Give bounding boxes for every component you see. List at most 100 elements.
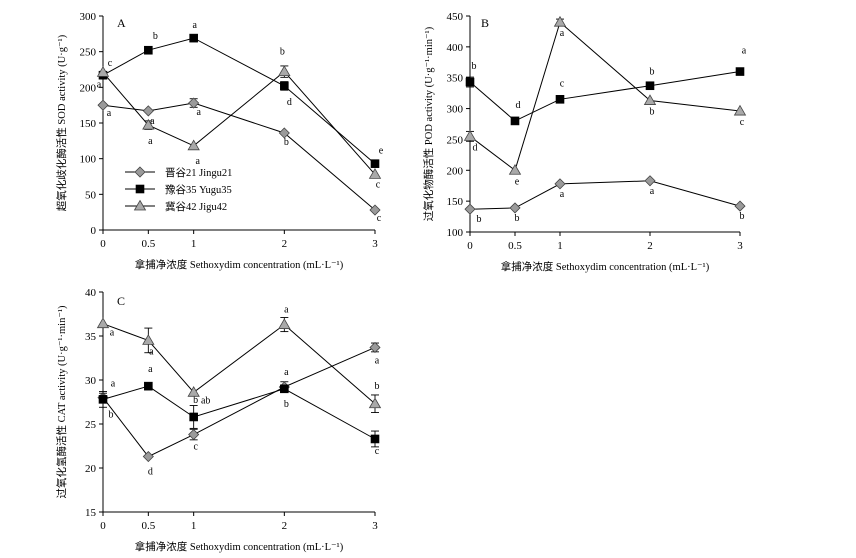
significance-label: a <box>111 378 116 389</box>
significance-label: ab <box>201 395 210 406</box>
significance-label: b <box>650 67 655 78</box>
y-tick-label: 25 <box>85 419 97 431</box>
data-point <box>734 200 746 212</box>
y-tick-label: 300 <box>447 104 464 116</box>
data-point <box>278 65 291 77</box>
series-line <box>102 323 376 405</box>
data-point <box>280 81 289 91</box>
significance-label: a <box>284 305 289 316</box>
data-point <box>509 202 521 214</box>
significance-label: c <box>560 78 565 89</box>
panel-a: 0 50 100 150 200 250 300 0 0.5 1 2 3 拿捕净浓度 Sethoxydi… <box>55 11 384 271</box>
significance-label: a <box>284 367 289 378</box>
x-tick-label: 3 <box>372 520 378 532</box>
significance-label: a <box>196 107 201 118</box>
significance-label: c <box>376 179 381 190</box>
x-tick-label: 2 <box>282 520 288 532</box>
y-tick-label: 0 <box>91 225 97 237</box>
significance-label: e <box>515 176 520 187</box>
x-tick-label: 0.5 <box>141 238 155 250</box>
x-axis-title: 拿捕净浓度 Sethoxydim concentration (mL·L⁻¹) <box>135 540 344 553</box>
data-point <box>644 175 656 187</box>
significance-label: b <box>650 107 655 118</box>
series-line <box>469 21 741 172</box>
panel-label: A <box>117 16 126 30</box>
legend-marker-triangle <box>133 199 147 211</box>
y-tick-label: 350 <box>447 73 464 85</box>
significance-label: b <box>193 395 198 406</box>
y-tick-label: 250 <box>447 134 464 146</box>
significance-label: a <box>97 79 102 90</box>
y-axis-title: 过氧化氢酶活性 CAT activity (U·g⁻¹·min⁻¹) <box>55 305 68 499</box>
data-point <box>369 204 381 216</box>
data-point <box>278 318 291 329</box>
y-axis-title: 过氧化物酶活性 POD activity (U·g⁻¹·min⁻¹) <box>422 26 435 221</box>
y-tick-label: 30 <box>85 375 97 387</box>
x-tick-label: 0.5 <box>141 520 155 532</box>
significance-label: c <box>740 117 745 128</box>
series-triangle: a a a b c <box>96 47 382 190</box>
x-axis-title: 拿捕净浓度 Sethoxydim concentration (mL·L⁻¹) <box>501 260 710 273</box>
data-point <box>643 94 657 105</box>
data-point <box>368 168 382 179</box>
series-line <box>102 346 376 458</box>
data-point <box>96 317 110 329</box>
series-line <box>102 37 376 165</box>
x-tick-label: 3 <box>372 238 378 250</box>
data-point <box>187 386 200 397</box>
y-tick-label: 400 <box>447 42 464 54</box>
legend-marker-square <box>135 184 145 194</box>
series-diamond: b d c b a <box>97 341 381 478</box>
significance-label: d <box>287 97 292 108</box>
y-tick-label: 300 <box>80 11 97 23</box>
data-point <box>280 384 289 394</box>
significance-label: a <box>560 189 565 200</box>
y-tick-label: 250 <box>80 47 97 59</box>
y-tick-label: 50 <box>85 189 97 201</box>
panel-b: 100 150 200 250 300 350 400 450 0 0.5 1 2 3 拿捕净浓度 Set… <box>422 11 747 273</box>
data-point <box>188 97 200 109</box>
data-point <box>645 81 655 91</box>
data-point <box>187 139 200 151</box>
data-point <box>278 127 290 139</box>
x-tick-label: 3 <box>737 240 743 252</box>
legend-marker-diamond <box>134 166 146 178</box>
significance-label: b <box>472 61 477 72</box>
data-point <box>508 163 522 175</box>
legend: 晋谷21 Jingu21 豫谷35 Yugu35 冀谷42 Jigu42 <box>125 166 232 213</box>
significance-label: b <box>284 399 289 410</box>
data-point <box>98 395 108 404</box>
data-point <box>189 412 198 422</box>
significance-label: a <box>107 108 112 119</box>
panel-label: B <box>481 16 489 30</box>
y-tick-label: 150 <box>447 196 464 208</box>
data-point <box>189 33 198 43</box>
series-line <box>102 385 376 440</box>
y-tick-label: 200 <box>80 82 97 94</box>
significance-label: b <box>109 410 114 421</box>
data-point <box>142 105 154 117</box>
y-tick-label: 40 <box>85 287 97 299</box>
x-tick-label: 1 <box>557 240 563 252</box>
series-line <box>469 180 741 210</box>
x-tick-label: 2 <box>282 238 288 250</box>
data-point <box>465 77 475 87</box>
x-tick-label: 0 <box>100 238 106 250</box>
x-axis-title: 拿捕净浓度 Sethoxydim concentration (mL·L⁻¹) <box>135 258 344 271</box>
x-tick-label: 0.5 <box>508 240 522 252</box>
data-point <box>553 15 567 27</box>
x-tick-label: 0 <box>467 240 473 252</box>
y-tick-label: 20 <box>85 463 97 475</box>
significance-label: a <box>650 186 655 197</box>
significance-label: b <box>280 47 285 58</box>
data-point <box>96 66 110 77</box>
significance-label: a <box>150 116 155 127</box>
y-tick-label: 150 <box>80 118 97 130</box>
x-tick-label: 1 <box>191 520 197 532</box>
significance-label: a <box>375 355 380 366</box>
significance-label: b <box>375 381 380 392</box>
significance-label: b <box>153 31 158 42</box>
